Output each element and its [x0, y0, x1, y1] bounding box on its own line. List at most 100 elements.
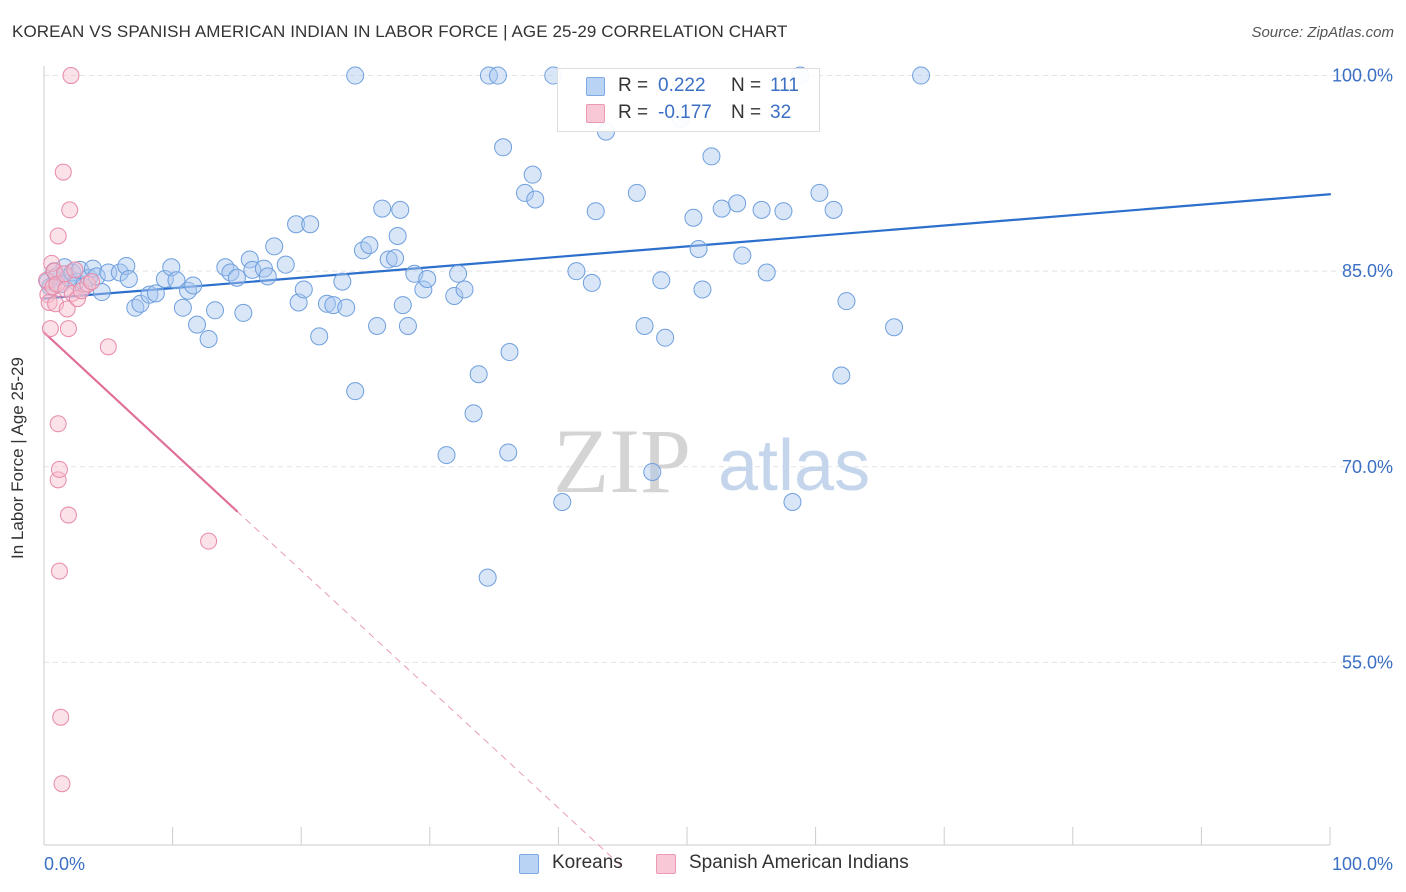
- korean-point: [131, 294, 150, 313]
- korean-point: [774, 202, 793, 221]
- korean-point: [368, 316, 387, 335]
- spanish-point: [50, 562, 68, 580]
- korean-point: [140, 285, 159, 304]
- x-tick-label: 0.0%: [44, 854, 85, 874]
- gridlines: [44, 75, 1394, 663]
- korean-point: [464, 404, 483, 423]
- spanish-point: [62, 67, 80, 85]
- y-tick-label: 55.0%: [1342, 652, 1393, 672]
- korean-point: [418, 270, 437, 289]
- korean-point: [119, 270, 138, 289]
- legend-swatch-koreans: [586, 77, 605, 96]
- korean-point: [227, 268, 246, 287]
- korean-point: [635, 316, 654, 335]
- korean-point: [494, 138, 513, 157]
- korean-trend-line: [42, 193, 1332, 300]
- legend-r-value: -0.177: [658, 102, 712, 123]
- spanish-point: [53, 775, 71, 793]
- legend-swatch-spanish: [586, 104, 605, 123]
- spanish-point: [49, 415, 67, 433]
- korean-point: [479, 66, 498, 85]
- korean-point: [179, 281, 198, 300]
- korean-point: [317, 294, 336, 313]
- spanish-point: [66, 261, 84, 279]
- korean-point: [310, 327, 329, 346]
- spanish-point: [68, 290, 86, 308]
- korean-point: [488, 66, 507, 85]
- korean-point: [515, 183, 534, 202]
- korean-point: [783, 493, 802, 512]
- y-tick-label: 85.0%: [1342, 261, 1393, 281]
- korean-point: [391, 200, 410, 219]
- korean-point: [216, 258, 235, 277]
- legend-n-value: 32: [770, 102, 792, 123]
- spanish-point: [59, 320, 77, 338]
- korean-point: [582, 273, 601, 292]
- korean-point: [188, 315, 207, 334]
- korean-point: [445, 286, 464, 305]
- series-legend-swatch-koreans: [519, 854, 539, 874]
- spanish-point: [50, 460, 68, 478]
- spanish-point: [59, 506, 77, 524]
- korean-points: [38, 66, 931, 587]
- korean-point: [684, 208, 703, 227]
- korean-point: [757, 263, 776, 282]
- spanish-point: [41, 320, 59, 338]
- korean-point: [414, 280, 433, 299]
- korean-point: [146, 284, 165, 303]
- spanish-trend-line: [42, 331, 238, 513]
- korean-point: [567, 262, 586, 281]
- korean-point: [388, 226, 407, 245]
- spanish-point: [54, 163, 72, 181]
- korean-point: [523, 165, 542, 184]
- chart-title: KOREAN VS SPANISH AMERICAN INDIAN IN LAB…: [12, 22, 788, 41]
- spanish-point: [61, 201, 79, 219]
- korean-point: [689, 240, 708, 259]
- korean-point: [752, 200, 771, 219]
- y-tick-label: 100.0%: [1332, 66, 1393, 86]
- korean-point: [885, 318, 904, 337]
- spanish-point: [200, 532, 218, 550]
- spanish-point: [99, 338, 117, 356]
- korean-point: [832, 366, 851, 385]
- source-label: Source: ZipAtlas.com: [1251, 24, 1394, 41]
- korean-point: [167, 271, 186, 290]
- spanish-point: [45, 262, 63, 280]
- spanish-trend-line: [236, 510, 625, 869]
- spanish-points: [38, 67, 218, 793]
- series-legend-label-koreans: Koreans: [552, 852, 623, 873]
- legend-r-label: R =: [618, 102, 649, 123]
- korean-point: [656, 328, 675, 347]
- axes: [43, 66, 1331, 846]
- watermark-zip: ZIP: [553, 410, 691, 512]
- korean-point: [301, 215, 320, 234]
- legend-row-koreans: R = 0.222 N = 111: [558, 74, 819, 100]
- korean-point: [393, 296, 412, 315]
- korean-point: [652, 271, 671, 290]
- korean-point: [398, 316, 417, 335]
- legend-n-value: 111: [770, 75, 799, 96]
- korean-point: [184, 276, 203, 295]
- korean-point: [92, 283, 111, 302]
- korean-point: [627, 183, 646, 202]
- korean-point: [243, 260, 262, 279]
- legend-r-label: R =: [618, 75, 649, 96]
- korean-point: [379, 250, 398, 269]
- korean-point: [199, 329, 218, 348]
- tick-labels: 55.0% 70.0% 85.0% 100.0% 0.0% 100.0%: [44, 66, 1393, 874]
- korean-point: [500, 343, 519, 362]
- korean-point: [386, 249, 405, 268]
- korean-point: [155, 270, 174, 289]
- korean-point: [586, 202, 605, 221]
- series-legend-swatch-spanish: [656, 854, 676, 874]
- y-axis-title-wrap: In Labor Force | Age 25-29: [8, 357, 38, 559]
- watermark-atlas: atlas: [718, 426, 870, 506]
- korean-point: [643, 463, 662, 482]
- korean-point: [346, 382, 365, 401]
- korean-point: [173, 298, 192, 317]
- trend-lines: [42, 193, 1332, 869]
- legend-row-spanish: R = -0.177 N = 32: [558, 101, 819, 127]
- korean-point: [265, 237, 284, 256]
- korean-point: [455, 280, 474, 299]
- korean-point: [360, 236, 379, 255]
